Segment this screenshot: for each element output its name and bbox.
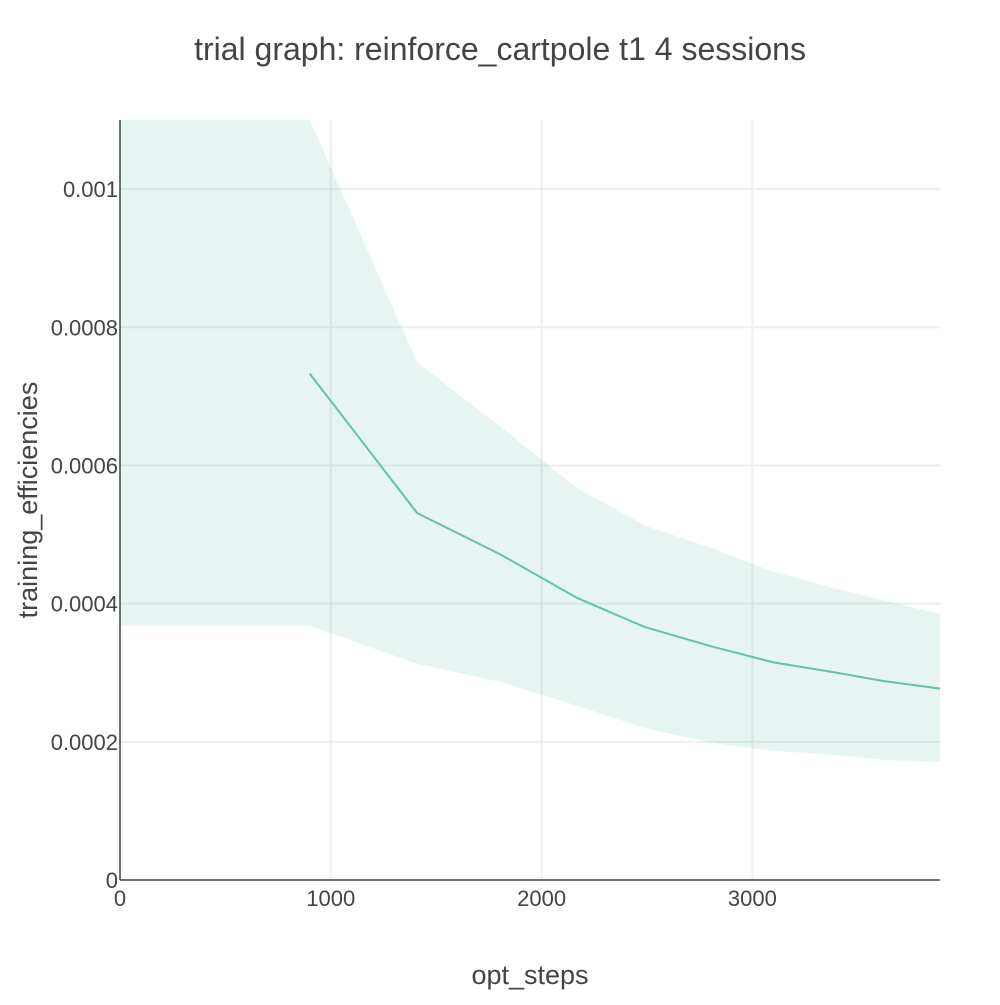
y-tick-label: 0.0002: [51, 730, 118, 755]
y-tick-label: 0.0008: [51, 315, 118, 340]
line-layer: [308, 372, 941, 690]
chart-title: trial graph: reinforce_cartpole t1 4 ses…: [194, 31, 806, 67]
confidence-band: [120, 120, 940, 762]
x-tick-label: 1000: [306, 886, 355, 911]
tick-layer: 0 1000 2000 3000 0 0.0002 0.0004 0.0006 0.0008 0.…: [51, 177, 777, 911]
grid-layer: [120, 120, 940, 880]
x-tick-label: 2000: [517, 886, 566, 911]
band-layer: [120, 120, 940, 762]
y-tick-label: 0: [106, 868, 118, 893]
x-axis-title: opt_steps: [471, 960, 588, 990]
y-tick-label: 0.0006: [51, 453, 118, 478]
y-axis-title: training_efficiencies: [13, 382, 43, 619]
y-tick-label: 0.001: [63, 177, 118, 202]
axis-layer: [119, 120, 940, 881]
y-tick-label: 0.0004: [51, 592, 118, 617]
series-line: [308, 372, 941, 690]
x-tick-label: 3000: [728, 886, 777, 911]
x-tick-label: 0: [114, 886, 126, 911]
